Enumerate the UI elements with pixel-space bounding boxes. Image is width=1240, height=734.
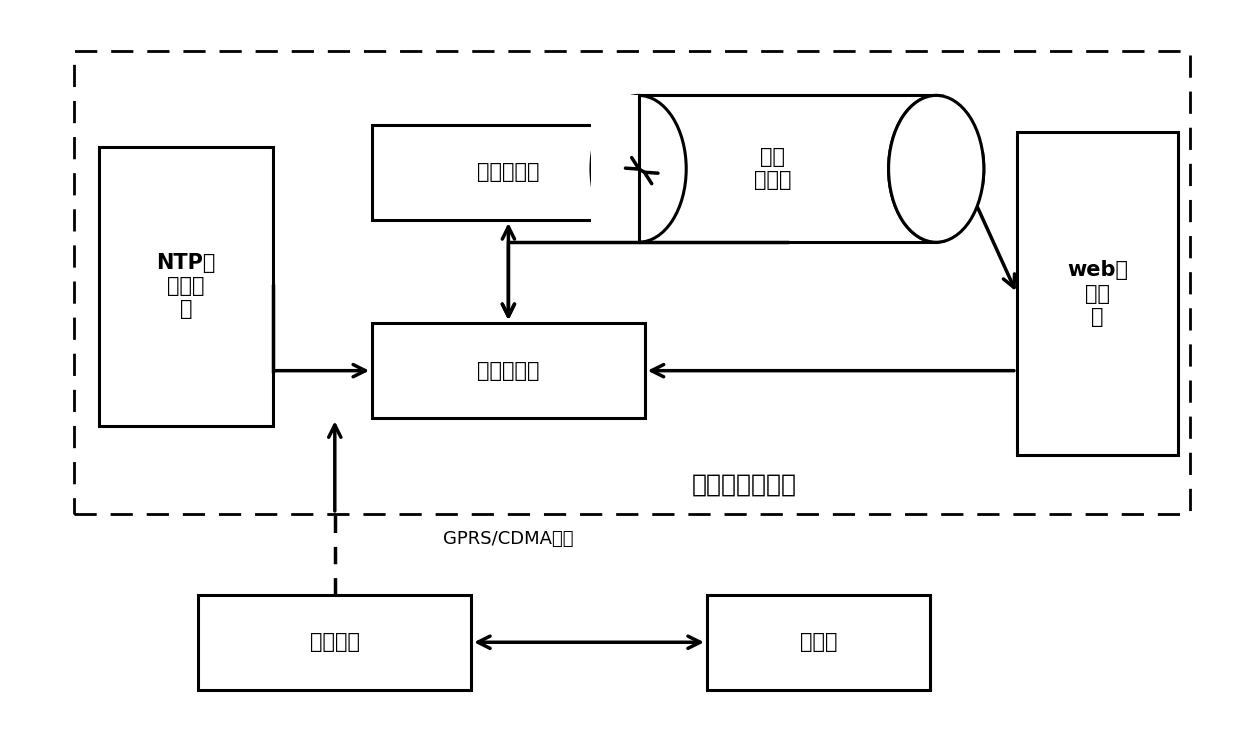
Bar xyxy=(372,125,645,220)
Bar xyxy=(74,51,1190,514)
Bar xyxy=(936,95,983,242)
Bar xyxy=(372,323,645,418)
Text: 采集终端: 采集终端 xyxy=(310,632,360,653)
Text: 计算分析器: 计算分析器 xyxy=(477,162,539,183)
Bar xyxy=(99,147,273,426)
Text: NTP时
钟源装
置: NTP时 钟源装 置 xyxy=(156,253,216,319)
Ellipse shape xyxy=(591,95,686,242)
Bar xyxy=(1017,132,1178,455)
Ellipse shape xyxy=(889,95,983,242)
Text: 存储
数据库: 存储 数据库 xyxy=(754,148,791,190)
Ellipse shape xyxy=(889,95,983,242)
Bar xyxy=(639,95,936,242)
Text: 前置采集机: 前置采集机 xyxy=(477,360,539,381)
Text: web人
机界
面: web人 机界 面 xyxy=(1066,261,1128,327)
Bar xyxy=(707,595,930,690)
Text: 电能表: 电能表 xyxy=(800,632,837,653)
Bar xyxy=(591,95,639,242)
Bar xyxy=(198,595,471,690)
Text: GPRS/CDMA网络: GPRS/CDMA网络 xyxy=(443,531,574,548)
Text: 计量自动化主站: 计量自动化主站 xyxy=(692,473,796,496)
